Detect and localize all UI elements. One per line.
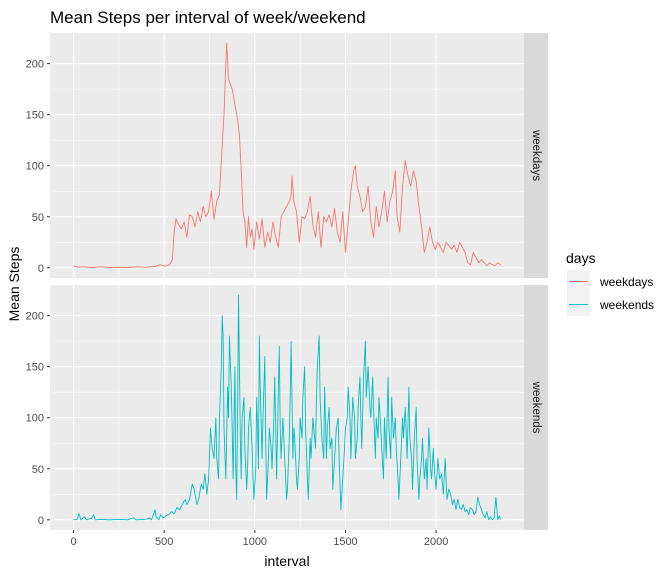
legend-item-weekdays: weekdays xyxy=(567,270,653,293)
x-axis-title: interval xyxy=(264,553,309,569)
y-tick-label: 50 xyxy=(32,464,44,476)
facet-strip-label: weekdays xyxy=(530,129,542,181)
legend-keys: weekdays weekends xyxy=(567,270,654,316)
x-axis: 0 500 1000 1500 2000 xyxy=(71,530,448,548)
facet-strip xyxy=(524,33,548,278)
panels-layer: 0 50 100 150 200 weekdays 0 50 100 150 200 weekends… xyxy=(26,33,548,548)
panel-weekdays: 0 50 100 150 200 weekdays xyxy=(26,33,548,278)
x-tick-label: 500 xyxy=(155,536,173,548)
facet-strip-label: weekends xyxy=(530,381,542,434)
x-tick-label: 1500 xyxy=(333,536,357,548)
facet-strip xyxy=(524,285,548,530)
y-tick-label: 100 xyxy=(26,161,44,173)
x-tick-label: 1000 xyxy=(243,536,267,548)
x-tick-label: 2000 xyxy=(424,536,448,548)
panel-background xyxy=(50,33,524,278)
y-tick-label: 150 xyxy=(26,362,44,374)
y-axis-title: Mean Steps xyxy=(6,247,22,322)
legend-label: weekends xyxy=(599,298,654,312)
x-tick-label: 0 xyxy=(71,536,77,548)
y-tick-label: 150 xyxy=(26,110,44,122)
legend-item-weekends: weekends xyxy=(567,293,654,316)
legend: days weekdays weekends xyxy=(566,250,654,316)
legend-title: days xyxy=(566,250,596,266)
series-line-weekdays xyxy=(73,42,501,269)
panel-weekends: 0 50 100 150 200 weekends xyxy=(26,285,548,530)
y-tick-label: 200 xyxy=(26,311,44,323)
y-tick-label: 50 xyxy=(32,212,44,224)
y-tick-label: 100 xyxy=(26,413,44,425)
series-line-weekends xyxy=(73,294,501,521)
chart-title: Mean Steps per interval of week/weekend xyxy=(50,8,366,27)
y-tick-label: 0 xyxy=(38,263,44,275)
y-tick-label: 0 xyxy=(38,515,44,527)
legend-label: weekdays xyxy=(599,275,653,289)
y-tick-label: 200 xyxy=(26,59,44,71)
